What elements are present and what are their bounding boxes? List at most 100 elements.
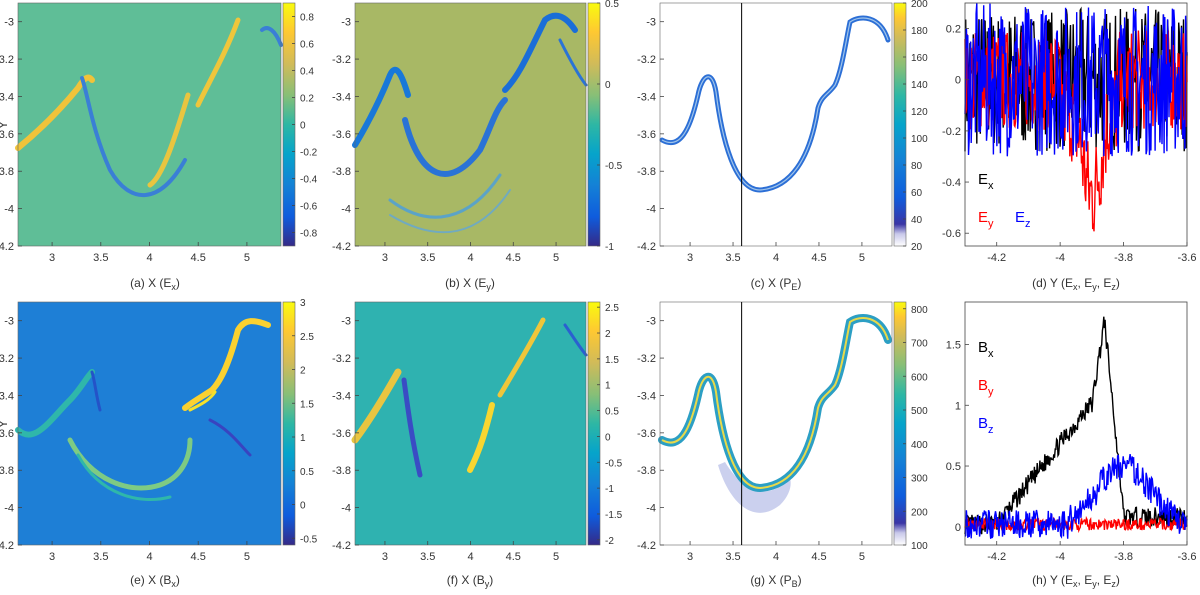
panel-a: 33.544.55 -3-3.2-3.4-3.6-3.8-4-4.2 0.80.…	[0, 2, 318, 292]
heatmap-g-band-core	[661, 317, 889, 490]
colorbar-tick-label: 0	[300, 121, 306, 132]
heatmap-c-x-ticks: 3 3.5 4 4.5 5	[687, 242, 865, 264]
heatmap-c-y-ticks: -3 -3.2 -3.4 -3.6 -3.8 -4 -4.2	[637, 17, 664, 253]
colorbar-tick-label: 0.8	[300, 13, 314, 24]
colorbar-e	[282, 301, 296, 546]
series-line-bz	[964, 454, 1188, 539]
colorbar-tick-label: 2	[300, 366, 306, 377]
heatmap-g-y-ticks: -3 -3.2 -3.4 -3.6 -3.8 -4 -4.2	[637, 316, 664, 552]
colorbar-tick-label: 120	[911, 107, 928, 118]
x-tick-label: 4.5	[191, 252, 206, 264]
line-chart-d-x-ticks: -4.2 -4 -3.8 -3.6	[987, 242, 1196, 264]
colorbar-tick-label: 0.5	[605, 0, 619, 10]
y-tick-label: -0.6	[942, 228, 961, 240]
panel-h: -4.2 -4 -3.8 -3.6 1.5 1 0.5 0 Bx By Bz (h) Y (Ex…	[946, 301, 1196, 589]
colorbar-tick-label: 0	[605, 432, 611, 443]
series-line-ez	[964, 3, 1188, 157]
line-chart-h-x-ticks: -4.2 -4 -3.8 -3.6	[987, 541, 1196, 563]
y-tick-label: -4.2	[637, 540, 656, 552]
y-tick-label: -3.6	[332, 428, 351, 440]
colorbar-tick-label: 180	[911, 26, 928, 37]
x-tick-label: 3.5	[93, 551, 108, 563]
x-tick-label: 5	[244, 252, 250, 264]
colorbar-tick-label: 2.5	[605, 303, 619, 314]
y-tick-label: -3.4	[0, 91, 14, 103]
x-tick-label: 3.5	[725, 252, 740, 264]
x-tick-label: -3.8	[1114, 252, 1133, 264]
colorbar-tick-label: 20	[911, 242, 923, 253]
x-tick-label: 4.5	[811, 252, 826, 264]
heatmap-e-x-ticks: 3 3.5 4 4.5 5	[49, 541, 250, 563]
caption-e: (e) X (Bx)	[130, 573, 180, 589]
y-tick-label: -3.6	[332, 129, 351, 141]
y-tick-label: 0	[955, 522, 961, 534]
legend-entry: Bz	[978, 415, 994, 436]
colorbar-a-ticks: 0.8 0.6 0.4 0.2 0 -0.2 -0.4 -0.6 -0.8	[292, 13, 318, 240]
y-tick-label: -4	[646, 204, 656, 216]
caption-a: (a) X (Ex)	[130, 276, 180, 292]
y-tick-label: -3.8	[637, 166, 656, 178]
x-tick-label: 3.5	[420, 551, 435, 563]
x-tick-label: -3.6	[1178, 551, 1197, 563]
colorbar-tick-label: 100	[911, 134, 928, 145]
heatmap-e-plot-area	[18, 302, 281, 545]
colorbar-c	[893, 2, 907, 247]
panel-g: 3 3.5 4 4.5 5 -3 -3.2 -3.4 -3.6 -3.8 -4 -4.2 800 70…	[637, 301, 928, 589]
colorbar-tick-label: 2	[605, 329, 611, 340]
heatmap-c-band-inner	[661, 17, 889, 191]
colorbar-tick-label: 80	[911, 161, 923, 172]
x-tick-label: 3	[382, 551, 388, 563]
x-tick-label: 3.5	[420, 252, 435, 264]
heatmap-a-features	[15, 17, 283, 197]
colorbar-tick-label: -0.2	[300, 148, 318, 159]
x-tick-label: -4.2	[987, 252, 1006, 264]
x-tick-label: -3.8	[1114, 551, 1133, 563]
legend-entry: Ex	[978, 171, 994, 192]
x-tick-label: 3.5	[93, 252, 108, 264]
x-tick-label: 5	[859, 252, 865, 264]
line-chart-h-y-ticks: 1.5 1 0.5 0	[946, 340, 969, 534]
heatmap-f-plot-area	[355, 302, 586, 545]
y-tick-label: -3.4	[0, 390, 14, 402]
heatmap-g-plot-area	[660, 302, 892, 545]
x-tick-label: 4	[467, 252, 473, 264]
colorbar-tick-label: 0	[605, 80, 611, 91]
colorbar-tick-label: 400	[911, 440, 928, 451]
heatmap-a-y-ticks: -3 -3.2 -3.4 -3.6 -3.8 -4 -4.2	[0, 17, 22, 253]
heatmap-a-plot-area	[18, 3, 281, 246]
colorbar-tick-label: -0.5	[300, 534, 318, 545]
y-tick-label: -4	[4, 503, 14, 515]
colorbar-tick-label: 200	[911, 507, 928, 518]
line-chart-h-frame	[964, 301, 1188, 546]
panel-c: 3 3.5 4 4.5 5 -3 -3.2 -3.4 -3.6 -3.8 -4 -4.2 200 18…	[637, 0, 928, 292]
y-tick-label: -3	[4, 316, 14, 328]
x-tick-label: 5	[859, 551, 865, 563]
x-tick-label: 5	[553, 252, 559, 264]
line-chart-d-frame	[964, 2, 1188, 247]
series-line-bx	[964, 316, 1188, 535]
x-tick-label: 4.5	[506, 551, 521, 563]
colorbar-tick-label: 0.5	[300, 467, 314, 478]
colorbar-tick-label: 40	[911, 215, 923, 226]
colorbar-tick-label: 1.5	[605, 355, 619, 366]
heatmap-b-plot-area	[355, 3, 586, 246]
x-tick-label: -3.6	[1178, 252, 1197, 264]
heatmap-e-features	[15, 318, 271, 502]
y-tick-label: -3.2	[637, 353, 656, 365]
colorbar-tick-label: 800	[911, 305, 928, 316]
y-tick-label: -3.6	[637, 428, 656, 440]
colorbar-g	[893, 301, 907, 546]
x-tick-label: -4.2	[987, 551, 1006, 563]
colorbar-tick-label: 300	[911, 474, 928, 485]
y-tick-label: -4.2	[637, 241, 656, 253]
y-tick-label: -3.8	[637, 465, 656, 477]
line-chart-d-legend: Ex Ey Ez	[978, 171, 1031, 230]
panel-e: 3 3.5 4 4.5 5 -3 -3.2 -3.4 -3.6 -3.8 -4 -4.2 3 2.5 2…	[0, 298, 318, 589]
colorbar-tick-label: -2	[605, 536, 614, 547]
line-chart-d-y-ticks: 0.2 0 -0.2 -0.4 -0.6	[942, 24, 969, 240]
colorbar-tick-label: -1	[605, 484, 614, 495]
y-tick-label: -3.4	[637, 390, 656, 402]
caption-d: (d) Y (Ex, Ey, Ez)	[1032, 276, 1120, 292]
heatmap-f-y-ticks: -3 -3.2 -3.4 -3.6 -3.8 -4 -4.2	[332, 316, 359, 552]
caption-g: (g) X (PB)	[750, 573, 801, 589]
